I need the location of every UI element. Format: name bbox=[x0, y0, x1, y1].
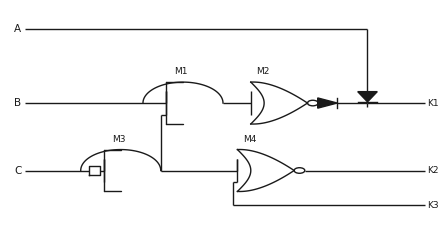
Text: K1: K1 bbox=[428, 99, 439, 108]
Text: C: C bbox=[14, 165, 21, 176]
Text: K2: K2 bbox=[428, 166, 439, 175]
Polygon shape bbox=[318, 98, 337, 108]
Text: M4: M4 bbox=[243, 135, 256, 144]
Text: M3: M3 bbox=[112, 135, 125, 144]
Text: M2: M2 bbox=[256, 67, 270, 76]
Text: A: A bbox=[14, 24, 21, 34]
Text: K3: K3 bbox=[428, 201, 439, 210]
Text: B: B bbox=[14, 98, 21, 108]
Text: M1: M1 bbox=[174, 67, 187, 76]
Polygon shape bbox=[358, 92, 377, 102]
